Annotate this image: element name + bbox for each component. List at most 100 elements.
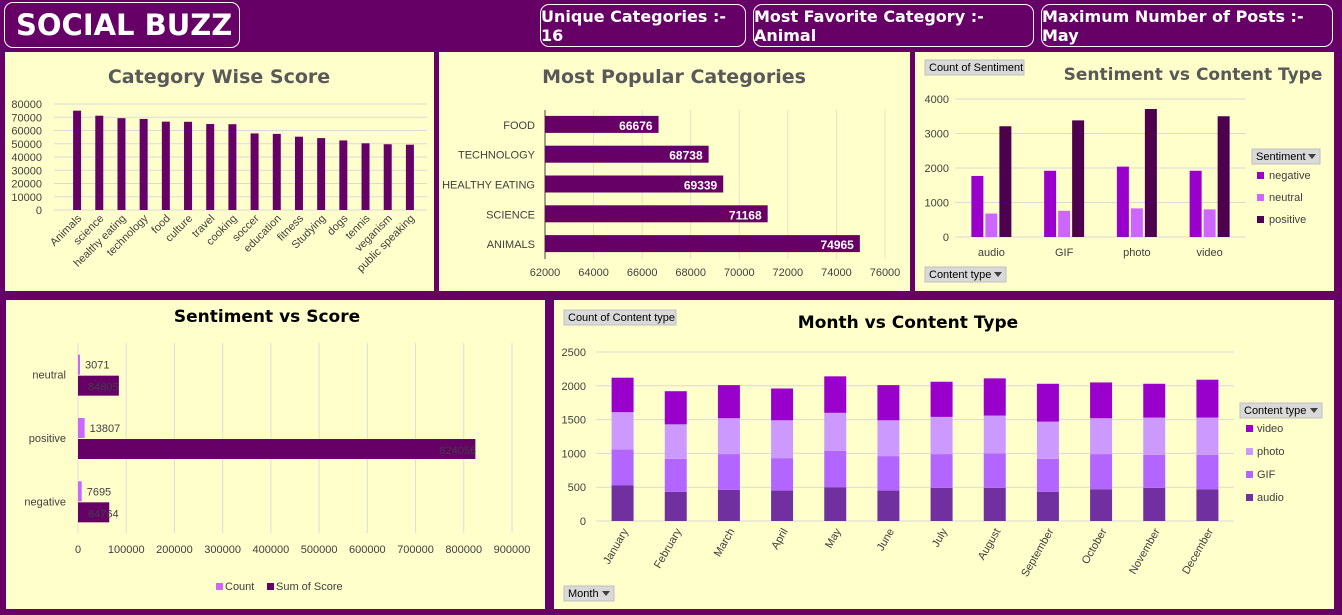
- bar: [339, 140, 348, 210]
- x-tick-label: 72000: [773, 267, 804, 279]
- stacked-bar-segment: [611, 377, 634, 413]
- x-tick-label: 200000: [156, 544, 193, 556]
- x-tick-label: August: [976, 527, 1004, 563]
- stacked-bar-segment: [664, 458, 687, 492]
- y-tick-label: TECHNOLOGY: [458, 150, 536, 162]
- bar: [294, 136, 303, 210]
- data-label: 74965: [820, 238, 854, 252]
- data-label: 66676: [619, 119, 653, 133]
- stacked-bar-segment: [611, 485, 634, 521]
- stacked-bar-segment: [771, 420, 794, 459]
- x-tick-label: September: [1019, 526, 1056, 579]
- bar: [1044, 170, 1057, 237]
- kpi-favorite-category-label: Most Favorite Category :- Animal: [754, 6, 984, 45]
- bar: [545, 175, 724, 193]
- stacked-bar-segment: [1196, 454, 1219, 490]
- x-tick-label: GIF: [1055, 247, 1074, 259]
- stacked-bar-segment: [1090, 454, 1113, 490]
- stacked-bar-segment: [717, 418, 740, 455]
- bar: [405, 144, 414, 210]
- y-tick-label: 60000: [11, 126, 42, 138]
- bar: [78, 354, 80, 375]
- popular-categories-panel: Most Popular Categories 62000 64000 66000 68…: [439, 52, 910, 291]
- x-tick-label: audio: [978, 247, 1005, 259]
- bar: [383, 144, 392, 210]
- stacked-bar-segment: [1143, 454, 1166, 488]
- x-tick-label: January: [601, 526, 631, 566]
- legend-swatch: [1257, 216, 1264, 223]
- bar: [1203, 209, 1216, 237]
- x-tick-label: 300000: [204, 544, 241, 556]
- y-tick-label: 4000: [925, 94, 949, 106]
- axis-button-month-bg: [563, 585, 615, 602]
- stacked-bar-segment: [877, 490, 900, 521]
- bar: [985, 213, 998, 237]
- legend-swatch: [216, 583, 223, 590]
- bar: [317, 138, 326, 210]
- stacked-bar-segment: [824, 487, 847, 521]
- legend-button-sentiment: Sentiment: [1256, 151, 1306, 163]
- x-tick-label: 68000: [675, 267, 706, 279]
- data-label: 64764: [88, 508, 119, 520]
- x-tick-label: 64000: [578, 267, 609, 279]
- stacked-bar-segment: [930, 381, 953, 417]
- bar: [1130, 208, 1143, 237]
- x-tick-label: July: [930, 526, 950, 549]
- y-tick-label: 30000: [11, 165, 42, 177]
- bar: [206, 124, 215, 210]
- bar: [1189, 170, 1202, 237]
- bar: [545, 115, 659, 133]
- x-tick-label: November: [1127, 526, 1163, 576]
- bar: [545, 145, 709, 163]
- kpi-favorite-category: Most Favorite Category :- Animal: [753, 4, 1034, 47]
- y-tick-label: HEALTHY EATING: [442, 180, 535, 192]
- chart-title: Month vs Content Type: [798, 313, 1018, 333]
- x-tick-label: April: [769, 527, 790, 552]
- stacked-bar-segment: [877, 420, 900, 457]
- field-button-count-of-sentiment-bg: [924, 59, 1025, 76]
- stacked-bar-segment: [1036, 491, 1059, 521]
- bar: [272, 133, 281, 210]
- bar: [78, 502, 110, 523]
- stacked-bar-segment: [930, 416, 953, 455]
- bar: [545, 235, 860, 253]
- stacked-bar-segment: [1036, 383, 1059, 422]
- y-tick-label: SCIENCE: [486, 209, 535, 221]
- chart-title: Most Popular Categories: [542, 66, 806, 88]
- y-tick-label: 70000: [11, 112, 42, 124]
- stacked-bar-segment: [771, 490, 794, 521]
- y-tick-label: 1000: [925, 198, 949, 210]
- stacked-bar-segment: [1090, 382, 1113, 419]
- sentiment-content-chart: Count of Sentiment Sentiment vs Content T…: [924, 59, 1322, 283]
- stacked-bar-segment: [824, 376, 847, 413]
- stacked-bar-segment: [1196, 379, 1219, 418]
- stacked-bar-segment: [1196, 489, 1219, 521]
- legend-button-content-type-bg: [1239, 402, 1323, 419]
- x-tick-label: 100000: [108, 544, 145, 556]
- y-tick-label: 2000: [562, 381, 586, 393]
- x-tick-label: February: [652, 526, 685, 571]
- stacked-bar-segment: [664, 424, 687, 459]
- data-label: 68738: [669, 149, 703, 163]
- bar: [361, 143, 370, 210]
- stacked-bar-segment: [877, 456, 900, 491]
- x-tick-label: 900000: [494, 544, 531, 556]
- y-tick-label: 50000: [11, 139, 42, 151]
- bar: [139, 118, 148, 210]
- bar: [78, 481, 82, 502]
- x-tick-label: photo: [1123, 247, 1151, 259]
- field-button-count-of-sentiment: Count of Sentiment: [929, 62, 1023, 74]
- y-tick-label: 1500: [562, 415, 586, 427]
- legend-button-sentiment-dropdown-icon: [1308, 154, 1316, 159]
- x-tick-label: 74000: [821, 267, 852, 279]
- month-content-panel: Count of Content type Month vs Content Ty…: [554, 300, 1334, 609]
- chart-title: Category Wise Score: [108, 66, 330, 88]
- data-label: 824056: [439, 445, 476, 457]
- y-tick-label: neutral: [32, 370, 66, 382]
- sentiment-score-chart: Sentiment vs Score 0 100000 200000 300000 400…: [24, 307, 531, 593]
- stacked-bar-segment: [664, 491, 687, 521]
- x-tick-label: 76000: [870, 267, 901, 279]
- bar: [1058, 210, 1071, 237]
- data-label: 13807: [90, 423, 121, 435]
- x-tick-label: March: [712, 527, 738, 559]
